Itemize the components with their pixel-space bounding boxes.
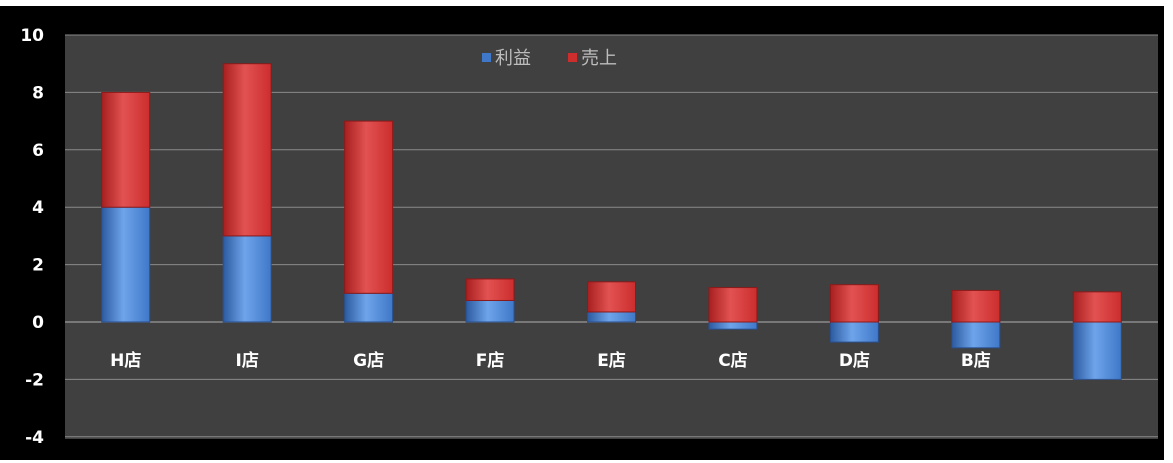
bar-profit — [951, 321, 1001, 349]
legend-label: 利益 — [495, 48, 531, 69]
y-tick-label: 4 — [32, 198, 44, 218]
x-tick-label: B店 — [961, 350, 991, 371]
bar-sales — [708, 287, 758, 323]
y-tick-label: 6 — [32, 141, 44, 161]
x-tick-label: E店 — [597, 350, 626, 371]
bar-sales — [587, 281, 636, 313]
x-tick-label: D店 — [839, 350, 870, 371]
bar-sales — [829, 284, 879, 323]
x-tick-label: I店 — [236, 350, 259, 371]
bar-profit — [829, 321, 879, 343]
bar-profit — [465, 299, 515, 323]
bar-sales — [1072, 291, 1122, 323]
bar-profit — [222, 235, 272, 323]
legend-label: 売上 — [581, 48, 617, 69]
bar-sales — [101, 91, 151, 208]
y-tick-label: 0 — [32, 313, 44, 333]
bar-profit — [101, 206, 151, 323]
y-tick-label: 8 — [32, 83, 44, 103]
bars — [101, 63, 1122, 380]
legend-marker — [568, 53, 577, 62]
y-tick-label: 2 — [32, 256, 44, 276]
bar-sales — [465, 278, 515, 301]
bar-profit — [587, 311, 636, 323]
bar-profit — [1072, 321, 1122, 380]
legend-marker — [482, 53, 491, 62]
bar-sales — [222, 63, 272, 237]
y-axis-tick-labels: 10 8 6 4 2 0 -2 -4 — [20, 26, 44, 448]
bar-profit — [344, 292, 394, 323]
bar-profit — [708, 321, 758, 330]
x-tick-label: C店 — [718, 350, 747, 371]
y-tick-label: -2 — [25, 370, 44, 390]
x-tick-label: H店 — [110, 350, 141, 371]
legend: 利益 売上 — [482, 48, 617, 69]
x-tick-label: F店 — [476, 350, 505, 371]
y-tick-label: 10 — [20, 26, 44, 46]
bar-sales — [344, 120, 394, 294]
x-tick-label: G店 — [353, 350, 384, 371]
bar-sales — [951, 289, 1001, 323]
y-tick-label: -4 — [25, 428, 44, 448]
